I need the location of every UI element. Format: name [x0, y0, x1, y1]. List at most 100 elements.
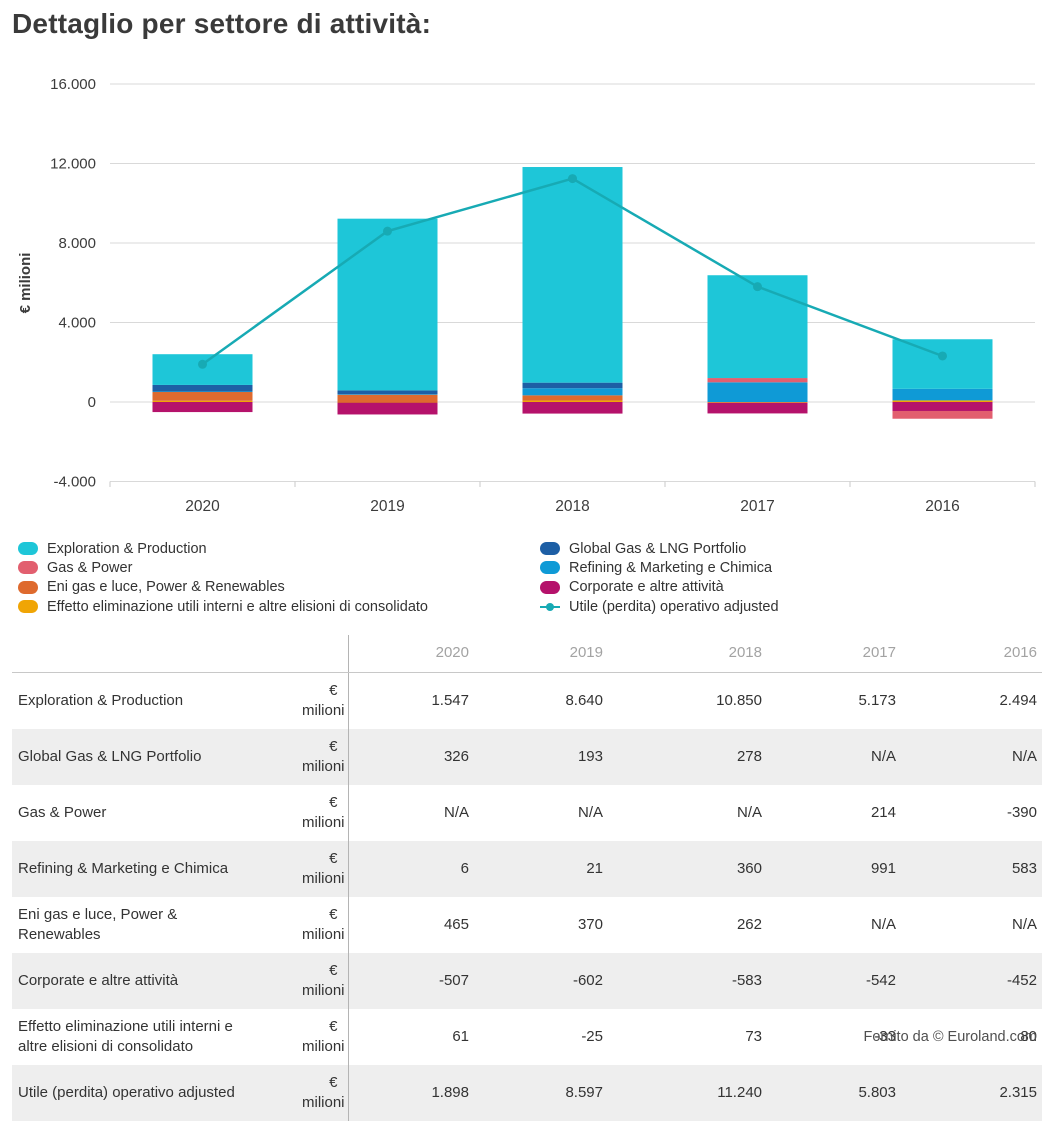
- cell-value: 5.173: [858, 692, 896, 709]
- bar-segment[interactable]: [707, 275, 808, 379]
- row-label: Utile (perdita) operativo adjusted: [18, 1084, 235, 1101]
- legend-label: Effetto eliminazione utili interni e alt…: [47, 598, 428, 615]
- row-unit: € milioni: [302, 897, 349, 953]
- bar-segment[interactable]: [337, 402, 438, 403]
- row-unit: € milioni: [302, 953, 349, 1009]
- financial-widget: { "title": "Dettaglio per settore di att…: [12, 8, 1042, 1121]
- bar-segment[interactable]: [707, 402, 808, 414]
- bar-segment[interactable]: [152, 384, 253, 392]
- legend-item[interactable]: Global Gas & LNG Portfolio: [540, 539, 779, 558]
- bar-segment[interactable]: [152, 391, 253, 401]
- table-row: Global Gas & LNG Portfolio € milioni 326 19…: [12, 729, 1042, 785]
- line-marker[interactable]: [938, 351, 947, 361]
- bar-segment[interactable]: [337, 394, 438, 395]
- cell-value: 11.240: [717, 1084, 762, 1101]
- col-header-year: 2020: [348, 635, 474, 673]
- x-tick-label: 2020: [185, 498, 220, 515]
- bar-segment[interactable]: [892, 388, 993, 401]
- bar-segment[interactable]: [337, 394, 438, 402]
- legend-label: Global Gas & LNG Portfolio: [569, 540, 747, 557]
- cell-value: -583: [731, 972, 762, 989]
- y-tick-label: 8.000: [58, 235, 96, 252]
- cell-value: 360: [736, 860, 762, 877]
- cell-value: 193: [577, 748, 603, 765]
- bar-segment[interactable]: [707, 402, 808, 403]
- legend-label: Refining & Marketing e Chimica: [569, 559, 773, 576]
- bar-segment[interactable]: [152, 391, 253, 393]
- bar-segment[interactable]: [707, 378, 808, 383]
- line-marker[interactable]: [568, 174, 577, 184]
- bar-segment[interactable]: [892, 400, 993, 402]
- col-header-year: 2018: [608, 635, 767, 673]
- legend-item-line[interactable]: Utile (perdita) operativo adjusted: [540, 597, 779, 616]
- x-tick-label: 2018: [555, 498, 589, 515]
- row-unit: € milioni: [302, 785, 349, 841]
- provider-credit: Fornito da © Euroland.com: [863, 1029, 1038, 1045]
- bar-segment[interactable]: [152, 400, 253, 402]
- bar-segment[interactable]: [337, 402, 438, 415]
- cell-value: 1.547: [431, 692, 469, 709]
- bar-segment[interactable]: [522, 402, 623, 414]
- line-marker[interactable]: [753, 282, 762, 292]
- y-tick-label: -4.000: [53, 474, 96, 491]
- cell-value: 6: [460, 860, 469, 877]
- sector-data-table: 2020 2019 2018 2017 2016 Exploration & Produ…: [12, 635, 1042, 1121]
- legend-item[interactable]: Corporate e altre attività: [540, 578, 779, 597]
- cell-value: 2.315: [999, 1084, 1037, 1101]
- col-header-year: 2016: [901, 635, 1042, 673]
- legend-swatch-icon: [540, 580, 560, 594]
- cell-value: N/A: [1011, 748, 1037, 765]
- cell-value: 583: [1011, 860, 1037, 877]
- cell-value: 61: [452, 1028, 469, 1045]
- legend-item[interactable]: Eni gas e luce, Power & Renewables: [18, 578, 540, 597]
- table-row: Utile (perdita) operativo adjusted € mili…: [12, 1065, 1042, 1121]
- x-tick-label: 2019: [370, 498, 404, 515]
- cell-value: 278: [736, 748, 762, 765]
- row-unit: € milioni: [302, 729, 349, 785]
- legend-swatch-icon: [18, 561, 38, 575]
- legend-item[interactable]: Gas & Power: [18, 558, 540, 577]
- bar-segment[interactable]: [892, 402, 993, 411]
- legend-item[interactable]: Refining & Marketing e Chimica: [540, 558, 779, 577]
- y-axis-title: € milioni: [17, 253, 34, 314]
- cell-value: 1.898: [431, 1084, 469, 1101]
- bar-segment[interactable]: [337, 390, 438, 395]
- bar-segment[interactable]: [337, 218, 438, 391]
- legend-swatch-icon: [18, 542, 38, 556]
- cell-value: 326: [443, 748, 469, 765]
- bar-segment[interactable]: [522, 395, 623, 401]
- cell-value: -33: [874, 1028, 896, 1045]
- cell-value: 465: [443, 916, 469, 933]
- y-tick-label: 0: [88, 394, 96, 411]
- bar-segment[interactable]: [152, 354, 253, 385]
- header-label-spacer: [12, 635, 302, 673]
- bar-segment[interactable]: [522, 382, 623, 389]
- col-header-year: 2019: [474, 635, 608, 673]
- bar-segment[interactable]: [892, 410, 993, 419]
- table-row: Exploration & Production € milioni 1.547 8.…: [12, 672, 1042, 729]
- cell-value: -602: [572, 972, 603, 989]
- table-row: Eni gas e luce, Power & Renewables € mili…: [12, 897, 1042, 953]
- legend-item[interactable]: Exploration & Production: [18, 539, 540, 558]
- cell-value: N/A: [577, 804, 603, 821]
- row-unit: € milioni: [302, 1009, 349, 1065]
- row-unit: € milioni: [302, 1065, 349, 1121]
- row-label: Effetto eliminazione utili interni e alt…: [18, 1018, 233, 1055]
- line-marker[interactable]: [383, 226, 392, 236]
- row-label: Global Gas & LNG Portfolio: [18, 748, 202, 765]
- cell-value: -542: [865, 972, 896, 989]
- bar-segment[interactable]: [892, 339, 993, 389]
- cell-value: N/A: [443, 804, 469, 821]
- bar-segment[interactable]: [522, 167, 623, 383]
- bar-segment[interactable]: [707, 382, 808, 402]
- cell-value: 8.640: [565, 692, 603, 709]
- bar-segment[interactable]: [522, 388, 623, 396]
- bar-segment[interactable]: [522, 400, 623, 402]
- legend-label: Eni gas e luce, Power & Renewables: [47, 579, 285, 596]
- table-header-row: 2020 2019 2018 2017 2016: [12, 635, 1042, 673]
- legend-swatch-icon: [18, 600, 38, 614]
- legend-item[interactable]: Effetto eliminazione utili interni e alt…: [18, 597, 540, 616]
- bar-segment[interactable]: [152, 402, 253, 413]
- line-marker[interactable]: [198, 359, 207, 369]
- cell-value: 370: [577, 916, 603, 933]
